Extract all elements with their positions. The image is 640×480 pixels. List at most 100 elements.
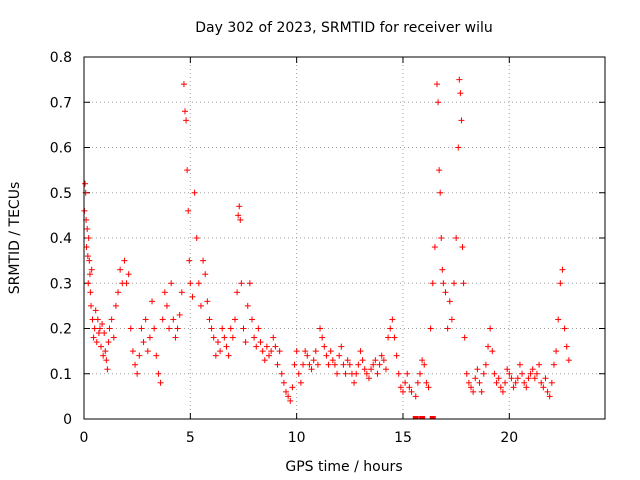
data-point	[525, 375, 532, 382]
data-point	[115, 289, 122, 296]
data-point	[402, 379, 409, 386]
x-tick-label: 5	[186, 430, 195, 446]
data-point	[240, 325, 247, 332]
data-point	[346, 361, 353, 368]
data-point	[438, 235, 445, 241]
data-point	[149, 298, 156, 305]
data-point	[85, 235, 92, 241]
data-point	[191, 189, 198, 196]
data-point	[359, 357, 366, 364]
data-point	[90, 334, 97, 341]
data-point	[89, 316, 96, 323]
data-point	[308, 366, 315, 373]
data-point	[510, 384, 517, 391]
data-point	[92, 307, 99, 314]
data-point	[325, 361, 332, 368]
data-point	[470, 388, 477, 395]
y-axis-ticks: 0 0.1 0.2 0.3 0.4 0.5 0.6 0.7 0.8	[50, 50, 605, 428]
data-point	[270, 334, 277, 341]
data-point	[125, 271, 132, 278]
data-point	[440, 280, 447, 287]
data-point	[287, 397, 294, 404]
data-point	[293, 348, 300, 355]
data-point	[342, 370, 349, 377]
data-point	[259, 348, 266, 355]
data-point	[368, 366, 375, 373]
data-point	[523, 384, 530, 391]
data-point	[338, 343, 345, 350]
data-point	[455, 144, 462, 151]
data-point	[206, 316, 213, 323]
data-point	[361, 366, 368, 373]
data-point	[393, 352, 400, 359]
data-point	[529, 366, 536, 373]
data-point	[555, 316, 562, 323]
data-point	[100, 352, 107, 359]
data-point	[178, 289, 185, 296]
data-point	[110, 334, 117, 341]
data-point	[208, 325, 215, 332]
data-point	[399, 388, 406, 395]
data-point	[427, 325, 434, 332]
data-point	[408, 388, 415, 395]
data-point	[300, 361, 307, 368]
data-point	[312, 348, 319, 355]
data-point	[255, 325, 262, 332]
data-point	[223, 343, 230, 350]
data-point	[497, 384, 504, 391]
data-point	[451, 280, 458, 287]
data-point	[236, 203, 243, 210]
data-point	[460, 280, 467, 287]
data-point	[127, 325, 134, 332]
data-point	[533, 370, 540, 377]
data-point	[436, 167, 443, 174]
data-point	[274, 361, 281, 368]
data-point	[289, 384, 296, 391]
data-point	[83, 244, 90, 251]
data-point	[414, 379, 421, 386]
data-point	[166, 325, 173, 332]
data-point	[391, 334, 398, 341]
data-point	[374, 370, 381, 377]
data-point	[103, 357, 110, 364]
data-point	[508, 375, 515, 382]
data-point	[195, 280, 202, 287]
data-point	[295, 370, 302, 377]
data-point	[389, 316, 396, 323]
data-point	[344, 357, 351, 364]
data-point	[105, 339, 112, 346]
data-point	[98, 343, 105, 350]
chart-title: Day 302 of 2023, SRMTID for receiver wil…	[195, 20, 493, 36]
y-tick-label: 0.2	[50, 322, 72, 338]
data-point	[219, 325, 226, 332]
data-point	[253, 343, 260, 350]
data-point	[429, 280, 436, 287]
data-point	[314, 361, 321, 368]
data-point	[238, 280, 245, 287]
data-point	[323, 352, 330, 359]
y-tick-label: 0.8	[50, 50, 72, 66]
data-point	[495, 375, 502, 382]
data-point	[174, 325, 181, 332]
data-point	[468, 384, 475, 391]
data-point	[491, 370, 498, 377]
data-point	[512, 379, 519, 386]
data-point	[266, 352, 273, 359]
data-point	[506, 370, 513, 377]
data-point	[404, 370, 411, 377]
plot-frame	[83, 56, 606, 420]
data-point	[540, 384, 547, 391]
data-point	[319, 334, 326, 341]
data-point	[102, 348, 109, 355]
data-point	[331, 361, 338, 368]
data-point	[395, 370, 402, 377]
data-point	[155, 370, 162, 377]
data-point	[227, 325, 234, 332]
data-point	[565, 357, 572, 364]
x-axis-ticks: 0 5 10 15 20	[80, 57, 518, 446]
data-point	[88, 302, 95, 309]
y-tick-label: 0.1	[50, 367, 72, 383]
data-point	[93, 339, 100, 346]
data-point	[248, 316, 255, 323]
data-point	[370, 361, 377, 368]
